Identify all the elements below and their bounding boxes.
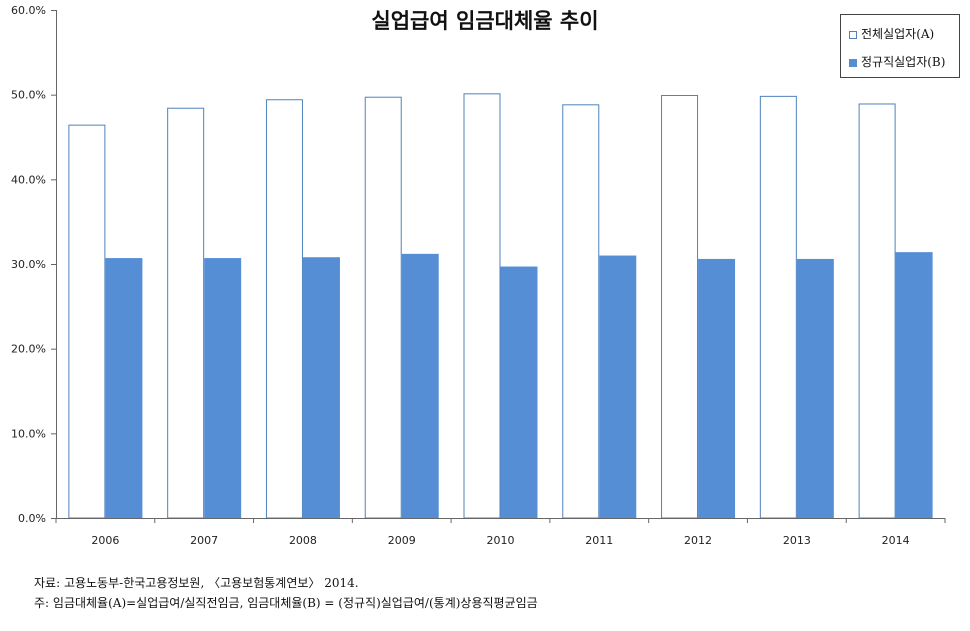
source-note: 자료: 고용노동부-한국고용정보원, 〈고용보험통계연보〉 2014. [34, 576, 359, 590]
bar-total-2009 [364, 96, 402, 519]
legend-item-total: 전체실업자(A) [849, 25, 934, 42]
y-tick-label: 50.0% [11, 89, 46, 102]
legend-label-total: 전체실업자(A) [861, 27, 935, 41]
x-tick-label: 2010 [487, 534, 515, 547]
bar-regular-2012 [698, 258, 736, 518]
bar-total-2013 [759, 95, 797, 519]
chart-title: 실업급여 임금대체율 추이 [371, 9, 598, 33]
x-tick-label: 2006 [91, 534, 119, 547]
x-tick-label: 2014 [882, 534, 910, 547]
bar-regular-2010 [500, 266, 538, 518]
x-tick-label: 2012 [684, 534, 712, 547]
bar-regular-2011 [599, 255, 637, 519]
bar-regular-2013 [796, 258, 834, 518]
bar-regular-2009 [401, 253, 439, 518]
y-tick-label: 0.0% [18, 512, 46, 525]
x-tick-label: 2008 [289, 534, 317, 547]
y-tick-label: 10.0% [11, 427, 46, 440]
bar-total-2010 [463, 93, 501, 519]
legend: 전체실업자(A) 정규직실업자(B) [840, 14, 960, 78]
x-tick-label: 2007 [190, 534, 218, 547]
y-tick-label: 40.0% [11, 173, 46, 186]
y-tick-label: 30.0% [11, 258, 46, 271]
bar-total-2014 [858, 103, 896, 519]
bar-total-2011 [562, 104, 600, 519]
x-tick-label: 2011 [585, 534, 613, 547]
bar-total-2012 [661, 95, 699, 519]
footnote: 주: 임금대체율(A)=실업급여/실직전임금, 임금대체율(B) = (정규직)… [34, 596, 538, 610]
x-tick-label: 2009 [388, 534, 416, 547]
bar-chart: 실업급여 임금대체율 추이 2006 2007 2008 2009 2010 2011 20… [11, 4, 946, 547]
bar-regular-2007 [204, 258, 242, 518]
axes-group: 2006 2007 2008 2009 2010 2011 2012 2013 2014 0.0%… [11, 4, 946, 547]
legend-swatch-total [849, 30, 857, 39]
bar-regular-2008 [302, 257, 340, 518]
bar-total-2006 [68, 124, 106, 519]
y-tick-label: 20.0% [11, 343, 46, 356]
legend-label-regular: 정규직실업자(B) [861, 55, 946, 69]
x-tick-label: 2013 [783, 534, 811, 547]
bar-regular-2006 [105, 258, 143, 518]
bar-regular-2014 [895, 252, 933, 518]
legend-swatch-regular [849, 58, 857, 67]
bar-total-2008 [265, 99, 303, 519]
bars-group [68, 93, 933, 519]
y-tick-label: 60.0% [11, 4, 46, 17]
bar-total-2007 [167, 107, 205, 519]
legend-item-regular: 정규직실업자(B) [849, 53, 945, 70]
